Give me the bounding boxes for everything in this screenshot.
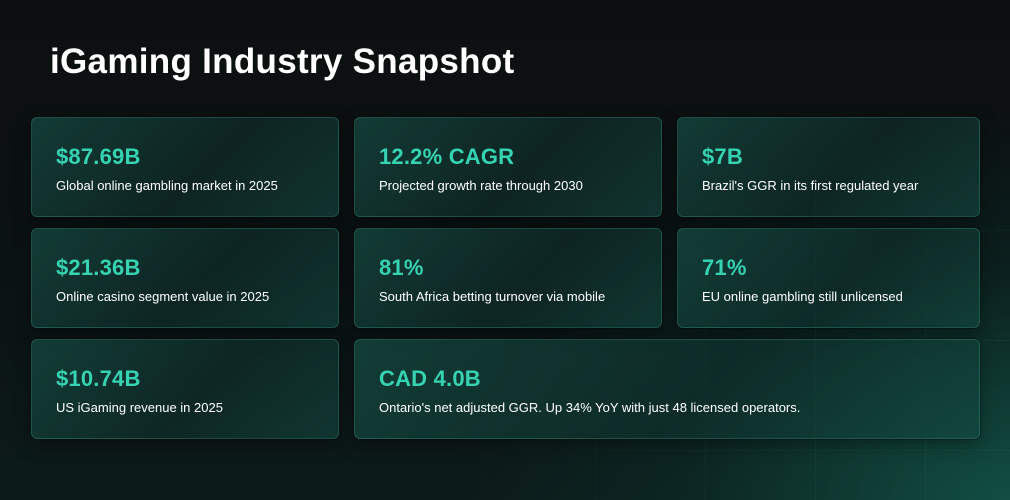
stat-label: Online casino segment value in 2025 xyxy=(56,289,270,304)
stat-card-online-casino: $21.36B Online casino segment value in 2… xyxy=(31,228,339,328)
stat-label: Global online gambling market in 2025 xyxy=(56,178,278,193)
stat-label: EU online gambling still unlicensed xyxy=(702,289,903,304)
stat-card-ontario-ggr: CAD 4.0B Ontario's net adjusted GGR. Up … xyxy=(354,339,980,439)
stat-value: 71% xyxy=(702,255,747,280)
stat-label: Brazil's GGR in its first regulated year xyxy=(702,178,919,193)
stat-card-us-igaming: $10.74B US iGaming revenue in 2025 xyxy=(31,339,339,439)
stat-value: CAD 4.0B xyxy=(379,366,481,391)
stat-label: Projected growth rate through 2030 xyxy=(379,178,583,193)
stat-value: $21.36B xyxy=(56,255,141,280)
stat-value: $87.69B xyxy=(56,144,141,169)
stat-value: 81% xyxy=(379,255,424,280)
stat-value: 12.2% CAGR xyxy=(379,144,515,169)
stat-label: Ontario's net adjusted GGR. Up 34% YoY w… xyxy=(379,400,801,415)
stat-label: South Africa betting turnover via mobile xyxy=(379,289,606,304)
stat-card-brazil-ggr: $7B Brazil's GGR in its first regulated … xyxy=(677,117,980,217)
stat-card-global-market: $87.69B Global online gambling market in… xyxy=(31,117,339,217)
stat-card-south-africa-mobile: 81% South Africa betting turnover via mo… xyxy=(354,228,662,328)
stat-label: US iGaming revenue in 2025 xyxy=(56,400,223,415)
stat-value: $7B xyxy=(702,144,743,169)
page-title: iGaming Industry Snapshot xyxy=(50,42,515,81)
stat-value: $10.74B xyxy=(56,366,141,391)
stat-card-cagr: 12.2% CAGR Projected growth rate through… xyxy=(354,117,662,217)
stat-card-eu-unlicensed: 71% EU online gambling still unlicensed xyxy=(677,228,980,328)
